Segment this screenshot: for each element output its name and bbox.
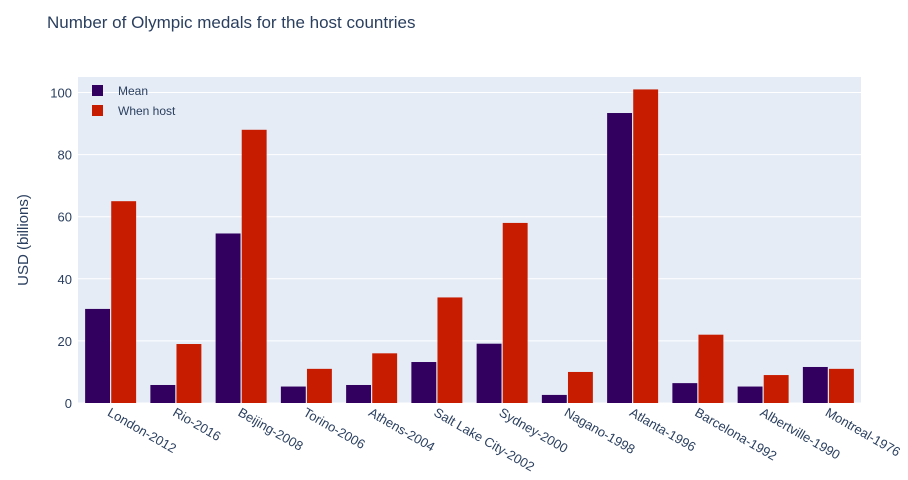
y-tick-label: 0: [65, 396, 72, 411]
x-tick-label: Rio-2016: [170, 405, 223, 444]
legend: Mean When host: [92, 84, 176, 118]
bar-mean: [346, 384, 372, 403]
x-tick-label: Beijing-2008: [236, 405, 306, 454]
bar-when-host: [437, 297, 463, 403]
bar-mean: [85, 308, 111, 403]
chart-title: Number of Olympic medals for the host co…: [47, 13, 415, 32]
bar-mean: [280, 386, 306, 403]
x-tick-label: Nagano-1998: [562, 405, 638, 457]
x-tick-label: Atlanta-1996: [627, 405, 698, 455]
y-axis-label: USD (billions): [15, 194, 32, 286]
bar-mean: [737, 386, 763, 403]
bar-mean: [672, 383, 698, 403]
x-tick-label: Athens-2004: [366, 405, 437, 455]
bar-when-host: [306, 368, 332, 403]
x-tick-label: Torino-2006: [301, 405, 368, 452]
y-tick-label: 60: [58, 210, 72, 225]
bar-when-host: [828, 368, 854, 403]
legend-swatch: [92, 85, 103, 96]
bar-when-host: [176, 344, 202, 403]
bar-when-host: [111, 201, 137, 403]
bar-mean: [476, 343, 502, 403]
x-tick-label: London-2012: [105, 405, 179, 456]
bar-mean: [607, 113, 633, 404]
y-tick-label: 20: [58, 334, 72, 349]
y-axis-ticks: 0 20 40 60 80 100: [50, 86, 72, 411]
y-tick-label: 40: [58, 272, 72, 287]
grid-lines: [78, 92, 861, 404]
plot-area: [78, 77, 861, 403]
bar-when-host: [567, 371, 593, 403]
bar-when-host: [502, 222, 528, 403]
bar-mean: [215, 233, 241, 403]
bar-when-host: [763, 375, 789, 403]
bar-mean: [150, 384, 176, 403]
bar-when-host: [633, 89, 659, 404]
bar-when-host: [241, 129, 267, 403]
bar-mean: [802, 366, 828, 403]
y-tick-label: 100: [50, 86, 72, 101]
bars: [85, 89, 854, 404]
legend-swatch: [92, 105, 103, 116]
y-tick-label: 80: [58, 148, 72, 163]
bar-mean: [541, 394, 567, 403]
bar-mean: [411, 362, 437, 403]
bar-when-host: [372, 353, 398, 403]
bar-when-host: [698, 334, 724, 403]
legend-label: When host: [118, 104, 176, 118]
legend-label: Mean: [118, 84, 148, 98]
